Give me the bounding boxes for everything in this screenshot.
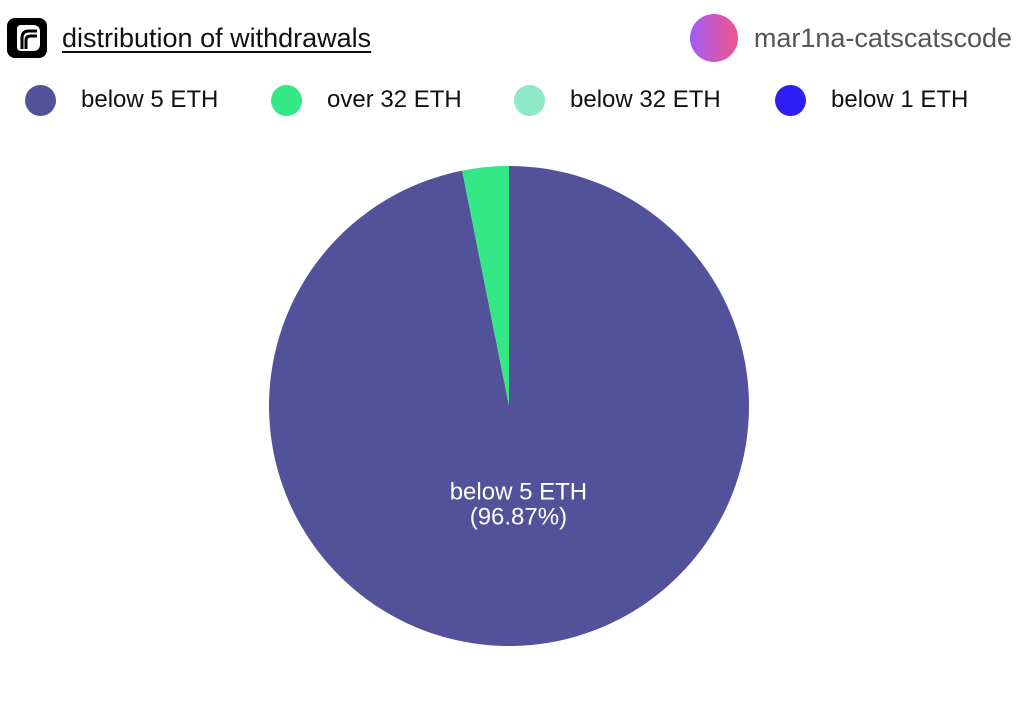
chart-header: distribution of withdrawals mar1na-catsc… xyxy=(0,0,1022,78)
pie-slice-below-5-eth[interactable] xyxy=(269,166,750,646)
legend-label: below 32 ETH xyxy=(570,86,721,113)
legend-swatch xyxy=(25,84,56,116)
flipside-logo-icon[interactable] xyxy=(7,18,47,58)
author-profile-link[interactable]: mar1na-catscatscode xyxy=(689,14,1012,62)
legend-label: over 32 ETH xyxy=(327,86,462,113)
legend-label: below 1 ETH xyxy=(831,86,969,113)
slice-label: below 5 ETH xyxy=(450,479,587,506)
legend-swatch xyxy=(775,84,806,116)
legend-swatch xyxy=(271,84,302,116)
pie-slice-over-32-eth[interactable] xyxy=(462,166,509,406)
legend-swatch xyxy=(514,84,545,116)
slice-percent-label: (96.87%) xyxy=(470,504,567,531)
legend-item-below-5-eth[interactable]: below 5 ETH xyxy=(25,82,218,118)
pie-chart: below 5 ETH(96.87%) xyxy=(269,166,750,646)
pie-slices xyxy=(269,166,750,646)
legend-label: below 5 ETH xyxy=(81,86,219,113)
chart-title-link[interactable]: distribution of withdrawals xyxy=(62,23,372,53)
pie-chart-area: below 5 ETH (96.87%) xyxy=(0,130,1022,690)
chart-legend: below 5 ETH over 32 ETH below 32 ETH bel… xyxy=(25,82,1015,118)
legend-item-below-1-eth[interactable]: below 1 ETH xyxy=(775,82,968,118)
legend-item-over-32-eth[interactable]: over 32 ETH xyxy=(271,82,462,118)
pie-labels: below 5 ETH(96.87%) xyxy=(450,479,587,531)
legend-item-below-32-eth[interactable]: below 32 ETH xyxy=(514,82,721,118)
author-name: mar1na-catscatscode xyxy=(753,22,1012,53)
avatar xyxy=(689,14,738,62)
